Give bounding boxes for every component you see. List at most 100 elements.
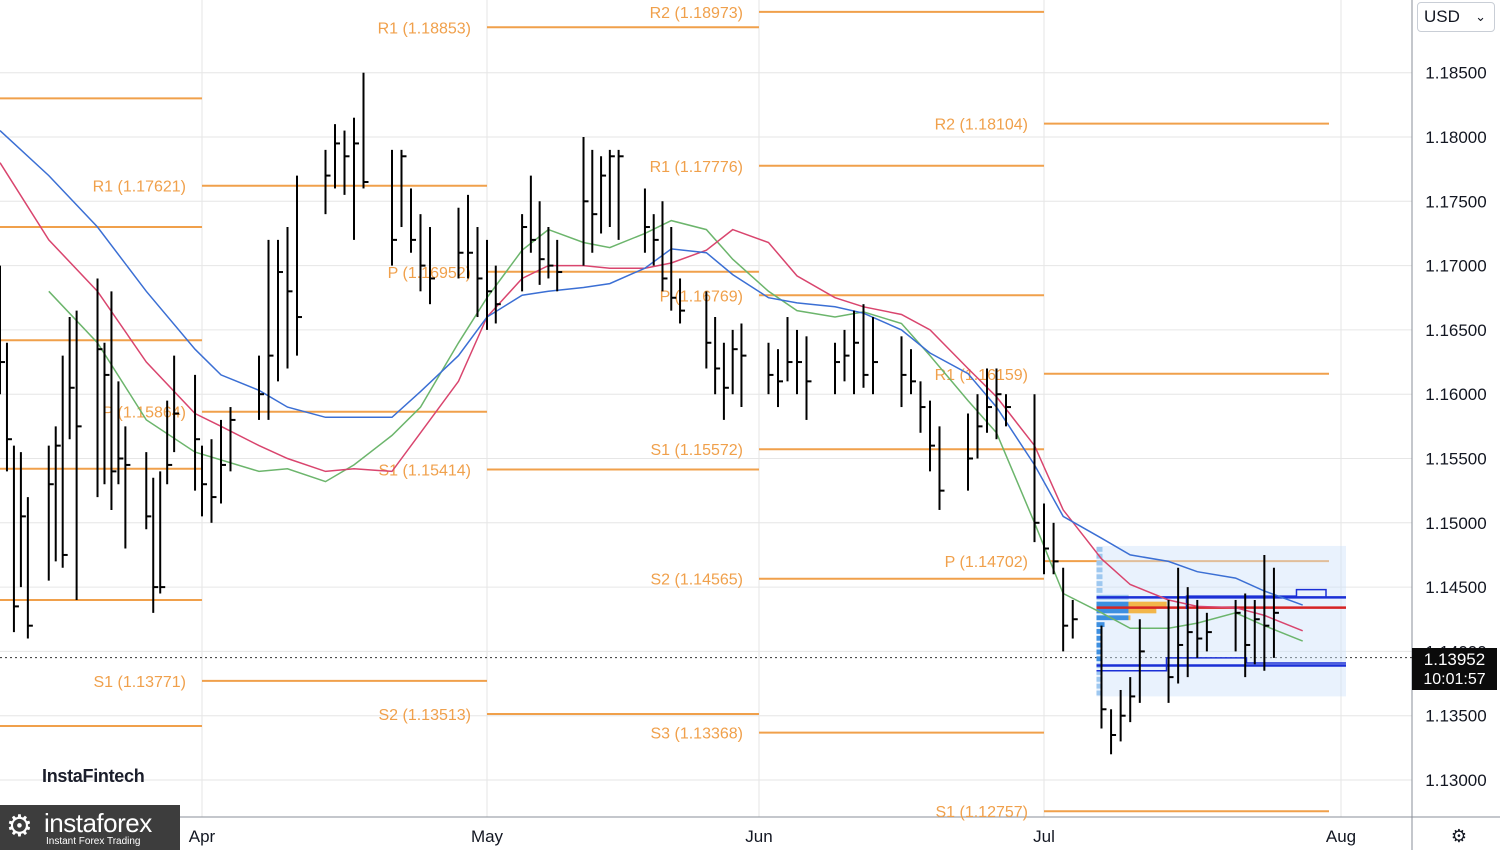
vp-bar-up — [1096, 615, 1129, 621]
ohlc-bar — [608, 149, 615, 228]
ohlc-bar — [61, 355, 68, 568]
ohlc-bar — [486, 239, 492, 330]
ohlc-bar — [103, 342, 110, 485]
ohlc-bar — [1100, 625, 1107, 729]
currency-select[interactable]: USD ⌄ — [1417, 2, 1495, 32]
ohlc-bar — [173, 355, 180, 453]
ohlc-bar — [353, 117, 359, 240]
ohlc-bar — [26, 497, 33, 639]
x-tick-label: Aug — [1326, 827, 1356, 846]
vp-bar-up — [1096, 560, 1103, 566]
ohlc-bar — [1234, 599, 1241, 652]
logo-tagline: Instant Forex Trading — [46, 836, 141, 847]
ohlc-bar — [1272, 567, 1279, 658]
ohlc-bar — [467, 194, 473, 279]
ohlc-bar — [777, 349, 783, 408]
ohlc-bar — [938, 426, 945, 510]
ohlc-bar — [1005, 394, 1011, 427]
ohlc-bar — [145, 452, 152, 530]
x-tick-label: Jul — [1033, 827, 1055, 846]
ohlc-bar — [714, 317, 721, 395]
vp-bar-up — [1096, 581, 1103, 586]
vp-bar-up — [1096, 649, 1103, 655]
instafintech-watermark: InstaFintech — [42, 766, 145, 786]
price-axis: 1.130001.135001.140001.145001.150001.155… — [189, 64, 1487, 846]
pivot-label: R1 (1.16159) — [935, 367, 1028, 384]
vp-bar-up — [1096, 642, 1103, 648]
ohlc-bar — [5, 342, 12, 472]
ohlc-bar — [805, 336, 812, 420]
vp-bar-down — [1128, 608, 1157, 614]
vp-bar-up — [1096, 567, 1103, 573]
ohlc-bar — [652, 214, 659, 266]
ohlc-bar — [75, 310, 82, 600]
current-price-tag: 1.13952 10:01:57 — [1412, 648, 1497, 690]
ohlc-bar — [547, 227, 554, 279]
ohlc-bar — [12, 445, 19, 633]
ohlc-bar — [1205, 612, 1212, 652]
ohlc-bar — [1244, 593, 1251, 678]
vp-step-line — [1096, 657, 1346, 672]
ohlc-bar — [343, 130, 350, 195]
bar-countdown: 10:01:57 — [1423, 671, 1486, 688]
pivot-label: S3 (1.13368) — [650, 726, 743, 743]
ohlc-bar — [194, 374, 201, 491]
ohlc-bar — [296, 175, 302, 356]
y-tick-label: 1.14500 — [1425, 578, 1486, 597]
ohlc-bar — [391, 149, 397, 266]
ohlc-bar — [538, 201, 545, 285]
ohlc-bar — [900, 336, 907, 408]
pivot-label: S1 (1.12757) — [935, 804, 1028, 821]
pivot-label: R1 (1.17621) — [93, 179, 186, 196]
ohlc-bar — [1196, 599, 1203, 658]
current-price: 1.13952 — [1423, 650, 1486, 669]
ohlc-bar — [767, 342, 774, 395]
ohlc-bar — [159, 471, 166, 594]
y-tick-label: 1.13500 — [1425, 707, 1486, 726]
pivot-label: S1 (1.15572) — [650, 442, 743, 459]
ohlc-bar — [670, 227, 677, 311]
ohlc-bar — [429, 227, 435, 305]
ohlc-bar — [267, 239, 274, 420]
ohlc-bar — [494, 265, 501, 324]
ohlc-bar — [1167, 599, 1174, 703]
ohlc-bar — [1177, 567, 1184, 684]
vp-bar-up — [1096, 670, 1103, 675]
ohlc-bar — [117, 381, 124, 485]
ohlc-bar — [843, 329, 850, 382]
ohlc-bar — [1119, 689, 1126, 742]
vp-bar-up — [1096, 683, 1103, 689]
ohlc-bar — [976, 394, 983, 459]
ohlc-bar — [68, 317, 75, 440]
y-tick-label: 1.15500 — [1425, 450, 1486, 469]
vp-step-line — [1185, 588, 1327, 609]
vp-bar-up — [1096, 601, 1129, 607]
ohlc-bar — [967, 413, 973, 491]
vp-bar-up — [1096, 635, 1103, 641]
ohlc-bar — [600, 156, 607, 234]
ohlc-bar — [54, 426, 61, 562]
ohlc-bar — [1263, 554, 1270, 671]
pivot-label: R1 (1.18853) — [378, 20, 471, 37]
vp-bar-up — [1096, 629, 1103, 634]
ohlc-bar — [201, 445, 207, 517]
ohlc-bar — [679, 278, 686, 324]
ohlc-bar — [1033, 394, 1040, 543]
ohlc-bar — [643, 188, 650, 253]
ohlc-bar — [1062, 567, 1069, 652]
ohlc-bar — [853, 310, 859, 395]
ohlc-bar — [582, 137, 589, 266]
settings-icon[interactable]: ⚙ — [1450, 826, 1468, 846]
pivot-levels: R1 (1.17621) P (1.15864) S1 (1.13771) R1 (1… — [0, 5, 1329, 821]
ohlc-bar — [1253, 599, 1260, 665]
ohlc-bar — [110, 291, 117, 510]
ohlc-bar — [617, 149, 624, 240]
instaforex-logo: ⚙ instaforex Instant Forex Trading — [0, 805, 180, 850]
pivot-label: R2 (1.18104) — [935, 117, 1028, 134]
vp-bar-down — [1128, 615, 1131, 621]
ohlc-bar — [731, 329, 738, 395]
ohlc-bar — [476, 227, 483, 318]
vp-bar-up — [1096, 676, 1103, 682]
